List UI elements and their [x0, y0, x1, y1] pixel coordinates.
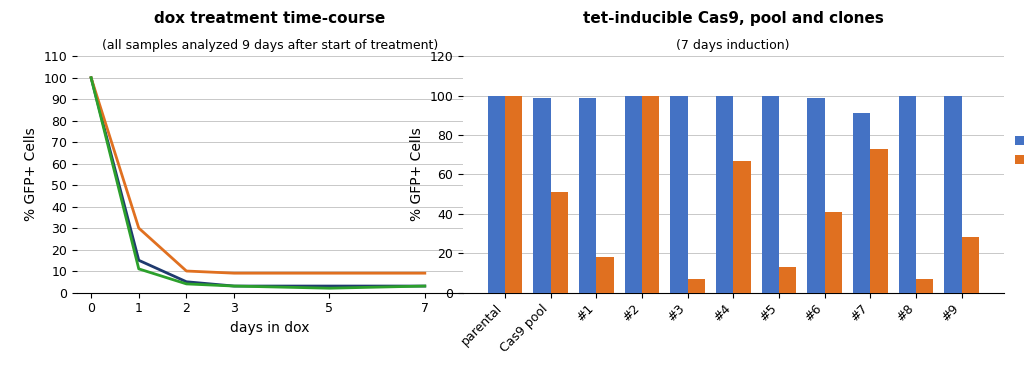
Bar	[962, 237, 979, 292]
#3	[85, 75, 97, 80]
#8	[133, 267, 145, 271]
Text: (all samples analyzed 9 days after start of treatment): (all samples analyzed 9 days after start…	[101, 39, 438, 51]
Bar	[779, 267, 797, 292]
Bar	[807, 98, 824, 292]
Text: tet-inducible Cas9, pool and clones: tet-inducible Cas9, pool and clones	[583, 10, 884, 26]
#5	[228, 271, 241, 275]
Line: #5: #5	[91, 78, 425, 273]
Bar	[534, 98, 551, 292]
Bar	[487, 96, 505, 292]
X-axis label: days in dox: days in dox	[230, 321, 309, 335]
Bar	[915, 279, 933, 292]
Bar	[596, 257, 613, 292]
Y-axis label: % GFP+ Cells: % GFP+ Cells	[24, 128, 38, 221]
#8	[180, 282, 193, 286]
#8	[85, 75, 97, 80]
Legend: (-) dox, (+) dox: (-) dox, (+) dox	[1015, 135, 1024, 167]
#5	[85, 75, 97, 80]
#8	[324, 286, 336, 291]
Legend: #3, #5, #8: #3, #5, #8	[477, 137, 528, 188]
Bar	[762, 96, 779, 292]
Bar	[853, 113, 870, 292]
#3	[133, 258, 145, 262]
Bar	[579, 98, 596, 292]
#3	[180, 279, 193, 284]
#8	[419, 284, 431, 288]
Bar	[670, 96, 687, 292]
Line: #8: #8	[91, 78, 425, 288]
Bar	[944, 96, 962, 292]
Bar	[687, 279, 705, 292]
Bar	[505, 96, 522, 292]
Bar	[642, 96, 659, 292]
#8	[228, 284, 241, 288]
#5	[133, 226, 145, 230]
Text: (7 days induction): (7 days induction)	[677, 39, 790, 51]
Text: dox treatment time-course: dox treatment time-course	[155, 10, 385, 26]
Bar	[551, 192, 568, 292]
Bar	[733, 160, 751, 292]
#5	[180, 269, 193, 273]
#3	[228, 284, 241, 288]
#5	[324, 271, 336, 275]
Bar	[625, 96, 642, 292]
#3	[324, 284, 336, 288]
Bar	[870, 149, 888, 292]
Y-axis label: % GFP+ Cells: % GFP+ Cells	[410, 128, 424, 221]
#3	[419, 284, 431, 288]
Bar	[899, 96, 915, 292]
Bar	[716, 96, 733, 292]
#5	[419, 271, 431, 275]
Bar	[824, 212, 842, 292]
Line: #3: #3	[91, 78, 425, 286]
